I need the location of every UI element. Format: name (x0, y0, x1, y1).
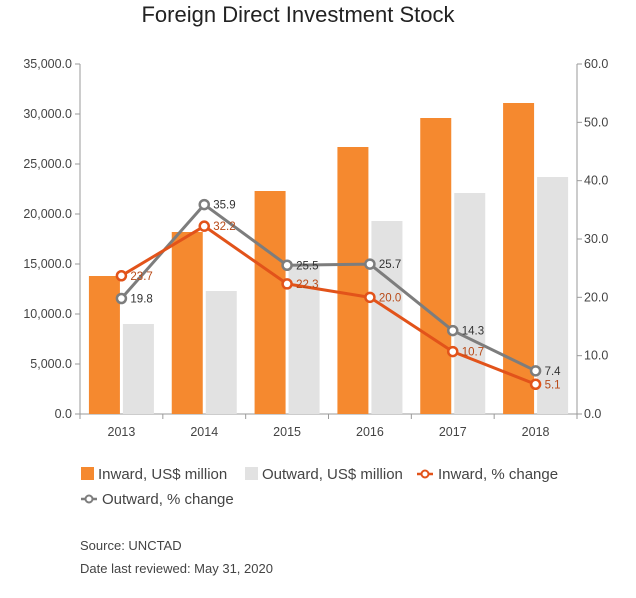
outward-change-label: 7.4 (545, 366, 562, 378)
legend-label-outward-bar: Outward, US$ million (262, 466, 403, 483)
outward-bar (205, 291, 237, 414)
outward-change-line (120, 203, 537, 373)
left-tick-label: 5,000.0 (30, 357, 72, 371)
inward-change-label: 5.1 (545, 379, 561, 391)
inward-change-label: 20.0 (379, 292, 401, 304)
right-tick-label: 50.0 (584, 115, 608, 129)
legend-label-outward-line: Outward, % change (102, 491, 234, 508)
date-reviewed-note: Date last reviewed: May 31, 2020 (80, 561, 273, 576)
left-tick-label: 10,000.0 (23, 307, 72, 321)
x-tick-label: 2017 (439, 425, 467, 439)
inward-change-label: 23.7 (130, 271, 152, 283)
inward-change-label: 10.7 (462, 347, 484, 359)
right-tick-label: 0.0 (584, 407, 601, 421)
inward-change-label: 32.2 (213, 221, 235, 233)
left-tick-label: 35,000.0 (23, 57, 72, 71)
inward-change-point (115, 270, 128, 282)
outward-change-point (364, 258, 376, 270)
outward-change-point (529, 365, 542, 377)
x-tick-label: 2016 (356, 425, 384, 439)
outward-change-point (281, 259, 293, 271)
x-tick-label: 2014 (190, 425, 218, 439)
right-tick-label: 40.0 (584, 174, 608, 188)
x-tick-label: 2015 (273, 425, 301, 439)
inward-change-line (120, 224, 537, 386)
inward-change-point (198, 220, 210, 232)
outward-change-label: 25.7 (379, 259, 401, 271)
right-tick-label: 10.0 (584, 349, 608, 363)
inward-change-point (281, 278, 293, 290)
left-tick-label: 20,000.0 (23, 207, 72, 221)
outward-bar (454, 193, 486, 414)
right-tick-label: 30.0 (584, 232, 608, 246)
legend-marker-inward-line (420, 469, 430, 479)
right-tick-label: 20.0 (584, 290, 608, 304)
left-tick-label: 25,000.0 (23, 157, 72, 171)
outward-change-point (115, 292, 128, 305)
outward-bar (288, 266, 320, 414)
legend-marker-outward-line (84, 494, 94, 504)
x-tick-label: 2013 (108, 425, 136, 439)
left-tick-label: 30,000.0 (23, 107, 72, 121)
outward-change-label: 35.9 (213, 200, 235, 212)
outward-change-label: 14.3 (462, 326, 484, 338)
x-tick-label: 2018 (522, 425, 550, 439)
inward-bar (337, 147, 369, 414)
source-note: Source: UNCTAD (80, 538, 182, 553)
outward-change-point (447, 324, 459, 337)
outward-change-label: 19.8 (130, 294, 152, 306)
inward-change-label: 22.3 (296, 279, 318, 291)
left-tick-label: 0.0 (55, 407, 72, 421)
inward-bar (420, 118, 452, 414)
legend-swatch-outward-bar (245, 467, 258, 480)
legend-label-inward-line: Inward, % change (438, 466, 558, 483)
inward-bar (171, 232, 203, 414)
inward-change-point (364, 291, 376, 304)
right-tick-label: 60.0 (584, 57, 608, 71)
outward-bar (537, 177, 569, 414)
outward-change-label: 25.5 (296, 260, 318, 272)
outward-change-point (198, 198, 210, 211)
left-tick-label: 15,000.0 (23, 257, 72, 271)
legend-swatch-inward-bar (81, 467, 94, 480)
inward-change-point (447, 345, 459, 358)
inward-change-point (529, 378, 542, 390)
inward-bar (88, 276, 120, 414)
chart-title: Foreign Direct Investment Stock (141, 2, 455, 27)
legend-label-inward-bar: Inward, US$ million (98, 466, 227, 483)
outward-bar (122, 324, 154, 414)
inward-bar (254, 191, 286, 414)
outward-bar (371, 221, 403, 414)
